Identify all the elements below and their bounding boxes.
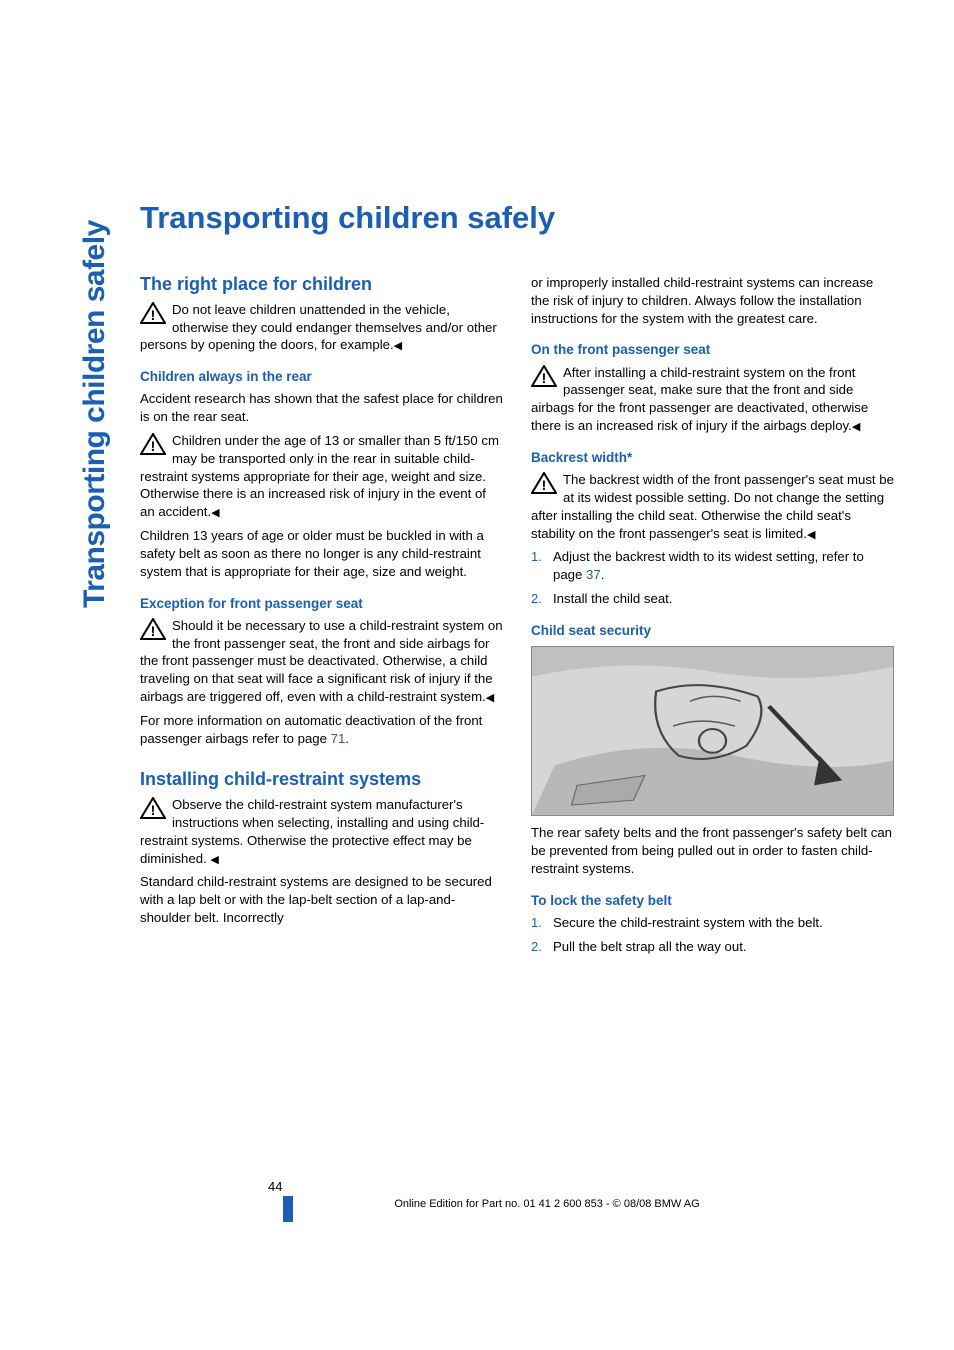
warning-unattended: ! Do not leave children unattended in th… <box>140 301 503 354</box>
page-title: Transporting children safely <box>140 200 894 236</box>
end-marker: ◀ <box>210 853 218 868</box>
steps-lock-belt: Secure the child-restraint system with t… <box>531 914 894 956</box>
warning-backrest: ! The backrest width of the front passen… <box>531 471 894 542</box>
step-item: Secure the child-restraint system with t… <box>531 914 894 932</box>
svg-text:!: ! <box>542 370 547 386</box>
text-segment: . <box>345 731 349 746</box>
heading-right-place: The right place for children <box>140 274 503 295</box>
page-ref-37[interactable]: 37 <box>586 567 601 582</box>
heading-exception: Exception for front passenger seat <box>140 595 503 613</box>
heading-backrest: Backrest width* <box>531 449 894 467</box>
right-column: or improperly installed child-restraint … <box>531 274 894 961</box>
heading-children-rear: Children always in the rear <box>140 368 503 386</box>
heading-installing: Installing child-restraint systems <box>140 769 503 790</box>
para-child-seat-security: The rear safety belts and the front pass… <box>531 824 894 877</box>
text-segment: For more information on automatic deacti… <box>140 713 482 746</box>
warning-icon: ! <box>140 433 166 455</box>
page-ref-71[interactable]: 71 <box>331 731 346 746</box>
page-footer: 44 Online Edition for Part no. 01 41 2 6… <box>140 1179 894 1210</box>
warning-exception: ! Should it be necessary to use a child-… <box>140 617 503 706</box>
text-segment: . <box>601 567 605 582</box>
warning-text: The backrest width of the front passenge… <box>531 472 894 540</box>
heading-lock-belt: To lock the safety belt <box>531 892 894 910</box>
warning-text: Children under the age of 13 or smaller … <box>140 433 499 519</box>
end-marker: ◀ <box>852 420 860 435</box>
para-children-13: Children 13 years of age or older must b… <box>140 527 503 580</box>
warning-text: Should it be necessary to use a child-re… <box>140 618 503 704</box>
warning-children-age: ! Children under the age of 13 or smalle… <box>140 432 503 521</box>
side-tab-label: Transporting children safely <box>78 220 112 608</box>
warning-icon: ! <box>140 302 166 324</box>
steps-backrest: Adjust the backrest width to its widest … <box>531 548 894 607</box>
step-item: Adjust the backrest width to its widest … <box>531 548 894 584</box>
warning-text: Observe the child-restraint system manuf… <box>140 797 484 865</box>
page-number: 44 <box>268 1179 894 1194</box>
page-marker <box>283 1196 293 1222</box>
page-container: Transporting children safely Transportin… <box>0 0 954 1350</box>
heading-child-seat-security: Child seat security <box>531 622 894 640</box>
svg-text:!: ! <box>542 477 547 493</box>
warning-icon: ! <box>140 797 166 819</box>
end-marker: ◀ <box>394 339 402 354</box>
figure-child-seat <box>531 646 894 816</box>
end-marker: ◀ <box>486 691 494 706</box>
svg-text:!: ! <box>151 438 156 454</box>
footer-copyright: Online Edition for Part no. 01 41 2 600 … <box>200 1198 894 1210</box>
warning-icon: ! <box>531 365 557 387</box>
para-installing-std: Standard child-restraint systems are des… <box>140 873 503 926</box>
end-marker: ◀ <box>211 506 219 521</box>
warning-text: Do not leave children unattended in the … <box>140 302 497 353</box>
warning-icon: ! <box>140 618 166 640</box>
para-children-rear: Accident research has shown that the saf… <box>140 390 503 426</box>
content-columns: The right place for children ! Do not le… <box>140 274 894 961</box>
warning-installing: ! Observe the child-restraint system man… <box>140 796 503 867</box>
end-marker: ◀ <box>807 528 815 543</box>
warning-text: After installing a child-restraint syste… <box>531 365 868 433</box>
para-continuation: or improperly installed child-restraint … <box>531 274 894 327</box>
warning-icon: ! <box>531 472 557 494</box>
warning-front-seat: ! After installing a child-restraint sys… <box>531 364 894 435</box>
step-item: Install the child seat. <box>531 590 894 608</box>
para-exception-more: For more information on automatic deacti… <box>140 712 503 748</box>
step-item: Pull the belt strap all the way out. <box>531 938 894 956</box>
svg-text:!: ! <box>151 623 156 639</box>
heading-front-seat: On the front passenger seat <box>531 341 894 359</box>
svg-text:!: ! <box>151 307 156 323</box>
left-column: The right place for children ! Do not le… <box>140 274 503 961</box>
svg-text:!: ! <box>151 802 156 818</box>
